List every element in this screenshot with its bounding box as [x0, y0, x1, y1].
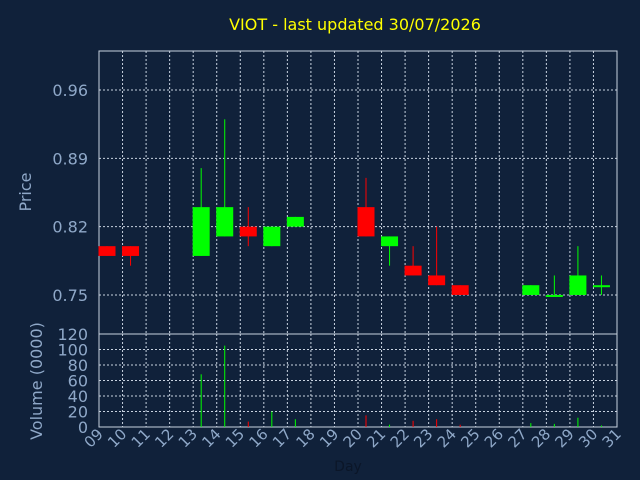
candle-body — [239, 226, 257, 237]
price-axis: 0.96 0.89 0.82 0.75 — [52, 81, 88, 305]
candle-body — [98, 246, 116, 256]
volume-tick-label: 0 — [78, 418, 88, 437]
price-axis-label: Price — [16, 172, 35, 211]
candle-body — [569, 275, 587, 295]
candle-body — [286, 216, 304, 227]
x-axis-label: Day — [334, 459, 362, 475]
candle-body — [428, 275, 446, 286]
candle-body — [522, 285, 540, 295]
candle-body — [192, 207, 210, 256]
volume-plot-frame — [98, 333, 618, 428]
volume-grid — [99, 334, 617, 427]
price-tick-label: 0.75 — [52, 286, 88, 305]
volume-tick-label: 60 — [68, 372, 88, 391]
price-tick-label: 0.96 — [52, 81, 88, 100]
volume-tick-label: 80 — [68, 356, 88, 375]
candle-body — [216, 207, 234, 237]
candle-body — [451, 285, 469, 295]
candle-body — [122, 246, 140, 256]
volume-tick-label: 20 — [68, 403, 88, 422]
candle-body — [592, 285, 610, 288]
volume-series — [200, 345, 602, 427]
candle-body — [404, 265, 422, 276]
price-grid — [99, 51, 617, 334]
volume-tick-label: 100 — [57, 341, 88, 360]
volume-tick-label: 40 — [68, 387, 88, 406]
candle-body — [545, 294, 563, 297]
volume-axis-label: Volume (0000) — [27, 322, 46, 440]
x-axis: 0910111213141516171819202122232425262728… — [81, 425, 625, 451]
volume-tick-label: 120 — [57, 325, 88, 344]
chart-title: VIOT - last updated 30/07/2026 — [229, 15, 481, 34]
price-tick-label: 0.89 — [52, 149, 88, 168]
candle-series — [98, 119, 610, 297]
candle-body — [381, 236, 399, 247]
price-tick-label: 0.82 — [52, 218, 88, 237]
price-panel: 0.96 0.89 0.82 0.75 — [52, 50, 618, 335]
candle-body — [357, 207, 375, 237]
candle-body — [263, 226, 281, 247]
